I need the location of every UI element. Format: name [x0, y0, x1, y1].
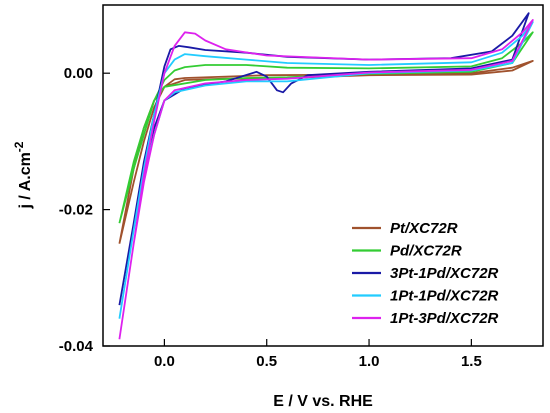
legend: Pt/XC72R Pd/XC72R 3Pt-1Pd/XC72R 1Pt-1Pd/XC7… [352, 220, 499, 327]
legend-label-4: 1Pt-1Pd/XC72R [390, 288, 499, 305]
legend-label-3: 3Pt-1Pd/XC72R [390, 265, 499, 282]
series-layer [118, 12, 534, 340]
y-axis-title: j / A.cm-2 [12, 141, 34, 209]
y-tick-label-1: 0.00 [64, 65, 93, 82]
y-tick-label-2: -0.02 [59, 202, 93, 219]
legend-label-2: Pd/XC72R [390, 243, 462, 260]
x-axis-title: E / V vs. RHE [273, 393, 373, 410]
x-tick-label-1: 0.0 [154, 353, 175, 370]
plot-frame [102, 4, 544, 347]
legend-label-5: 1Pt-3Pd/XC72R [390, 310, 499, 327]
series-line-2 [118, 31, 534, 224]
series-line-5 [118, 19, 534, 340]
y-ticks: 0.00 -0.02 -0.04 [59, 65, 110, 355]
y-axis-title-exponent: -2 [12, 141, 26, 152]
x-tick-label-4: 1.5 [461, 353, 482, 370]
x-tick-label-3: 1.0 [359, 353, 380, 370]
x-tick-label-2: 0.5 [256, 353, 277, 370]
y-axis-title-base: j / A.cm [17, 152, 34, 209]
y-tick-label-3: -0.04 [59, 338, 94, 355]
x-ticks: 0.0 0.5 1.0 1.5 [154, 339, 482, 370]
legend-label-1: Pt/XC72R [390, 220, 458, 237]
